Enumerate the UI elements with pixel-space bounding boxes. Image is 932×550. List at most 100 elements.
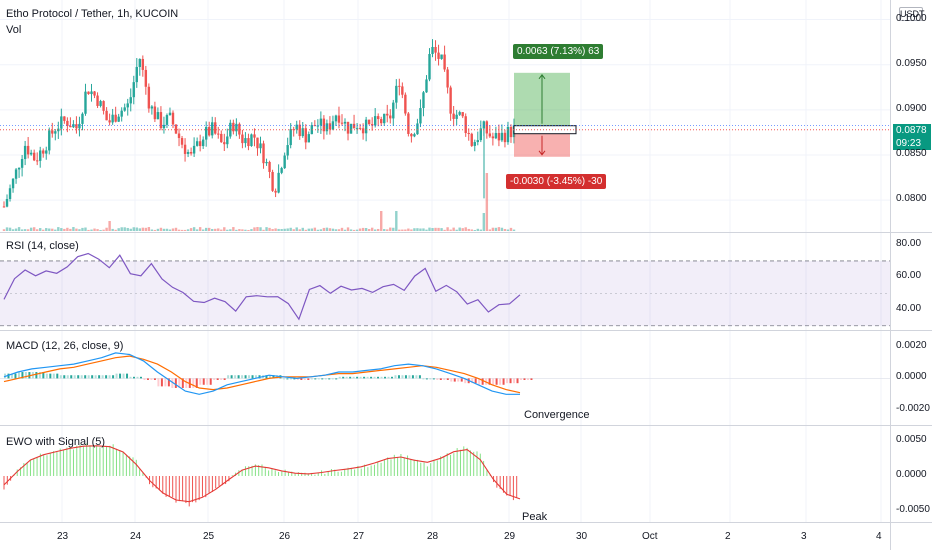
volume-bar-10 (33, 227, 35, 231)
candle-body-48 (148, 87, 150, 109)
volume-bar-51 (157, 229, 159, 231)
volume-bar-134 (407, 229, 409, 231)
macd-hist-bar-14-3 (210, 378, 212, 384)
volume-bar-136 (413, 228, 415, 231)
macd-hist-bar-26-3 (377, 377, 379, 379)
candle-body-70 (214, 122, 216, 133)
volume-bar-122 (371, 228, 373, 231)
volume-bar-72 (220, 230, 222, 231)
candle-body-83 (253, 134, 255, 137)
volume-bar-119 (362, 228, 364, 231)
volume-bar-101 (308, 229, 310, 231)
macd-hist-bar-32-3 (461, 378, 463, 381)
macd-hist-bar-9-3 (140, 377, 142, 379)
candle-body-115 (350, 124, 352, 134)
macd-hist-bar-5-3 (84, 375, 86, 378)
macd-hist-bar-16-1 (231, 375, 233, 378)
volume-bar-33 (102, 230, 104, 231)
volume-bar-25 (78, 229, 80, 231)
rsi-label: RSI (14, close) (6, 240, 79, 252)
macd-hist-bar-3-0 (46, 374, 48, 379)
candle-body-57 (175, 124, 177, 133)
macd-hist-bar-20-1 (286, 378, 288, 379)
volume-bar-96 (293, 229, 295, 231)
volume-bar-92 (280, 229, 282, 231)
volume-bar-80 (244, 230, 246, 231)
ewo-tick-1: 0.0000 (896, 469, 927, 480)
macd-hist-bar-11-0 (157, 378, 159, 386)
macd-hist-bar-21-3 (307, 378, 309, 380)
candle-body-146 (443, 55, 445, 70)
candle-body-3 (12, 179, 14, 188)
candle-body-37 (114, 115, 116, 122)
macd-hist-bar-20-0 (283, 378, 285, 379)
volume-bar-130 (395, 211, 397, 231)
candle-body-127 (386, 114, 388, 116)
macd-hist-bar-9-1 (133, 377, 135, 379)
volume-bar-20 (63, 229, 65, 231)
ewo-tick-0: 0.0050 (896, 434, 927, 445)
candle-body-62 (190, 152, 192, 154)
candle-body-22 (69, 126, 71, 127)
volume-bar-93 (283, 229, 285, 231)
candle-body-64 (196, 141, 198, 146)
candle-body-163 (495, 133, 497, 138)
volume-bar-157 (477, 229, 479, 231)
volume-bar-118 (359, 229, 361, 231)
candle-body-141 (428, 54, 430, 79)
candle-body-89 (271, 172, 273, 191)
candle-body-150 (455, 115, 457, 119)
candle-body-80 (244, 138, 246, 143)
volume-bar-87 (265, 227, 267, 231)
rsi-tick-2: 40.00 (896, 303, 921, 314)
candle-body-93 (283, 156, 285, 169)
candle-body-32 (99, 101, 101, 106)
candle-body-101 (308, 134, 310, 142)
candle-body-60 (184, 145, 186, 154)
time-tick-9: 2 (725, 531, 731, 542)
candle-body-159 (483, 121, 485, 128)
candle-body-97 (296, 125, 298, 130)
candle-body-122 (371, 124, 373, 125)
candle-body-74 (226, 136, 228, 144)
candle-body-63 (193, 146, 195, 154)
volume-bar-65 (199, 227, 201, 231)
candle-body-61 (187, 152, 189, 154)
candle-body-49 (151, 106, 153, 108)
macd-hist-bar-2-1 (35, 372, 37, 378)
ewo-tick-2: -0.0050 (896, 504, 930, 515)
macd-hist-bar-6-0 (88, 375, 90, 378)
volume-bar-116 (353, 230, 355, 231)
macd-hist-bar-15-3 (224, 378, 226, 380)
volume-bar-113 (344, 230, 346, 231)
candle-body-1 (6, 199, 8, 207)
volume-bar-30 (93, 229, 95, 231)
volume-bar-141 (428, 228, 430, 231)
candle-body-43 (133, 82, 135, 97)
ewo-layer[interactable] (4, 443, 520, 506)
macd-layer[interactable] (0, 353, 890, 394)
candle-body-54 (166, 115, 168, 125)
volume-bar-19 (60, 228, 62, 231)
candle-body-143 (434, 47, 436, 53)
candle-body-148 (449, 88, 451, 114)
volume-bar-0 (3, 229, 5, 231)
candle-body-154 (468, 133, 470, 134)
volume-bar-103 (314, 228, 316, 231)
candle-body-15 (48, 130, 50, 150)
candle-body-9 (30, 153, 32, 155)
macd-hist-bar-6-1 (91, 375, 93, 378)
rsi-tick-0: 80.00 (896, 238, 921, 249)
candle-body-105 (320, 119, 322, 126)
candle-body-34 (105, 111, 107, 120)
macd-tick-0: 0.0020 (896, 340, 927, 351)
candle-body-8 (27, 146, 29, 154)
candle-body-50 (154, 106, 156, 119)
volume-bar-41 (127, 228, 129, 231)
volume-bar-62 (190, 228, 192, 231)
macd-hist-bar-10-3 (154, 378, 156, 380)
rsi-layer[interactable] (0, 254, 890, 326)
macd-hist-bar-7-1 (105, 375, 107, 378)
macd-hist-bar-16-2 (234, 375, 236, 378)
volume-bar-167 (507, 230, 509, 231)
